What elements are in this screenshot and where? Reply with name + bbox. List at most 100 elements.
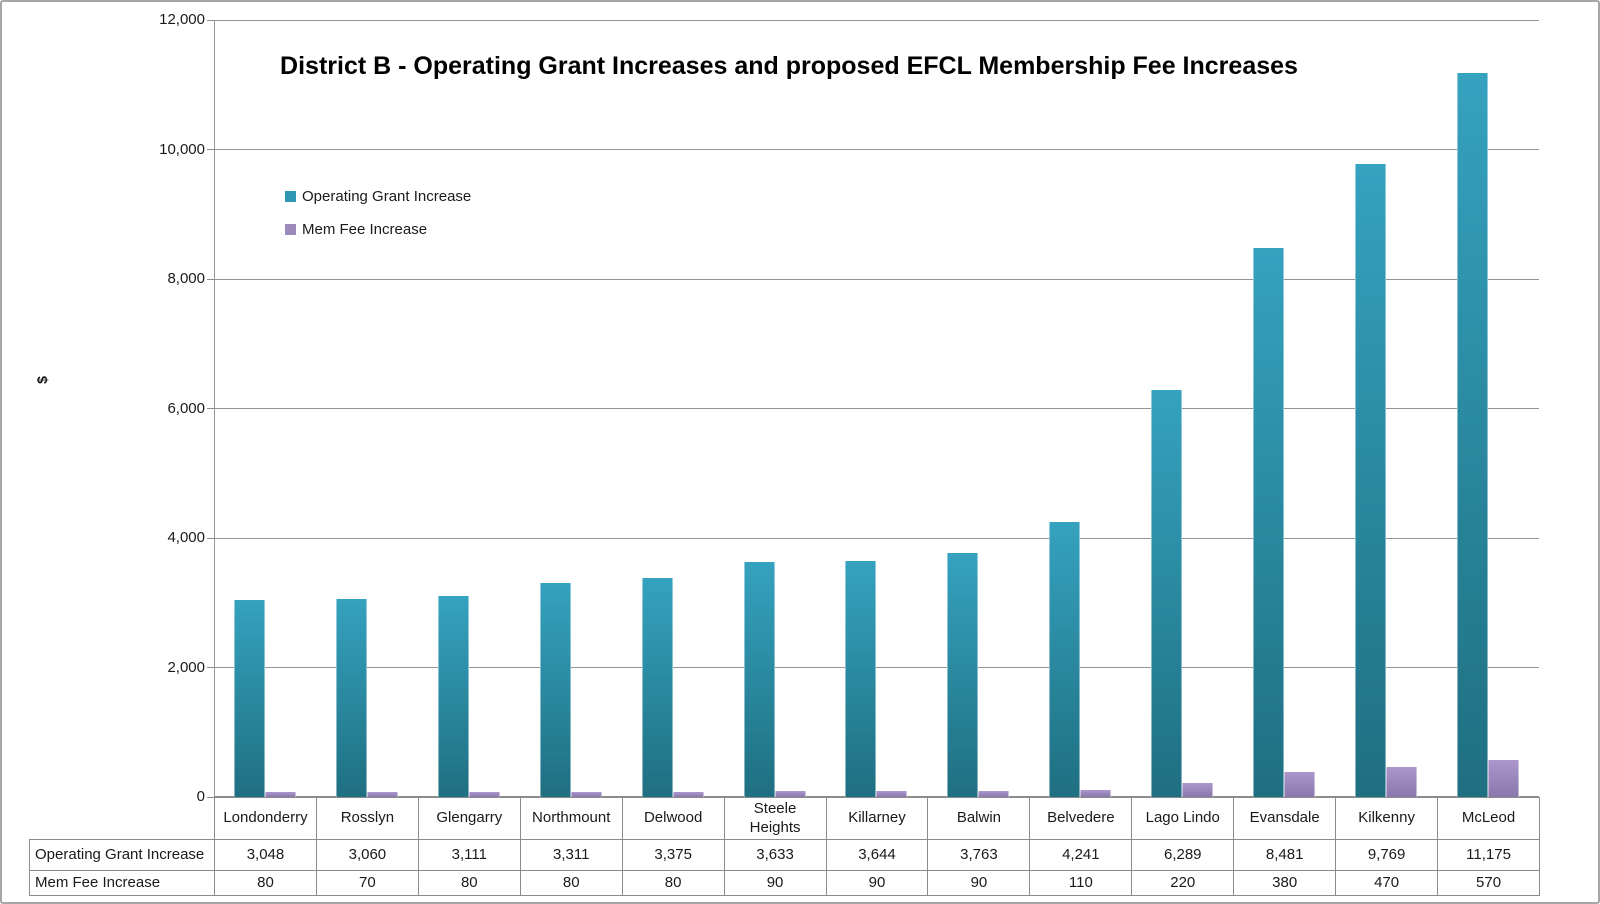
y-axis-tick <box>207 278 214 280</box>
bar-operating-grant-increase <box>641 578 673 797</box>
table-value-cell: 9,769 <box>1335 839 1439 871</box>
bar-operating-grant-increase <box>1151 390 1183 797</box>
y-axis-tick-label: 6,000 <box>167 399 205 417</box>
bar-mem-fee-increase <box>570 792 602 797</box>
table-value-cell: 80 <box>519 870 623 896</box>
table-value-cell: 90 <box>825 870 929 896</box>
bar-group-balwin <box>927 20 1029 797</box>
y-axis-tick <box>207 19 214 21</box>
y-axis-tick <box>207 796 214 798</box>
bar-operating-grant-increase <box>1355 164 1387 797</box>
bar-group-belvedere <box>1029 20 1131 797</box>
table-value-cell: 80 <box>214 870 317 896</box>
bar-mem-fee-increase <box>774 791 806 797</box>
table-row: Operating Grant Increase 3,048 3,060 3,111 3… <box>29 839 1540 871</box>
bar-operating-grant-increase <box>539 583 571 797</box>
table-value-cell: 3,048 <box>214 839 317 871</box>
table-corner-cell <box>30 798 215 840</box>
y-axis-tick-label: 10,000 <box>159 140 205 158</box>
bar-group-northmount <box>520 20 622 797</box>
table-category-header: Kilkenny <box>1335 797 1439 840</box>
gridline <box>214 278 1539 280</box>
legend-item-operating-grant-increase: Operating Grant Increase <box>285 184 471 208</box>
bar-operating-grant-increase <box>335 599 367 797</box>
table-value-cell: 80 <box>417 870 521 896</box>
legend-swatch-icon <box>285 223 296 235</box>
bar-operating-grant-increase <box>743 562 775 797</box>
table-value-cell: 380 <box>1233 870 1337 896</box>
table-category-header: Belvedere <box>1029 797 1133 840</box>
table-category-header: Northmount <box>519 797 623 840</box>
bar-group-londonderry <box>214 20 316 797</box>
table-value-cell: 3,644 <box>825 839 929 871</box>
gridline <box>214 149 1539 150</box>
bar-operating-grant-increase <box>1253 248 1285 797</box>
y-axis-tick <box>207 537 214 539</box>
bar-operating-grant-increase <box>233 600 265 797</box>
y-axis-tick <box>207 408 214 409</box>
bar-group-lago-lindo <box>1131 20 1233 797</box>
table-value-cell: 3,311 <box>519 839 623 871</box>
table-value-cell: 470 <box>1335 870 1439 896</box>
bar-operating-grant-increase <box>1049 522 1081 797</box>
bar-group-delwood <box>622 20 724 797</box>
bar-group-rosslyn <box>316 20 418 797</box>
table-category-header: Londonderry <box>214 797 317 840</box>
bar-group-kilkenny <box>1335 20 1437 797</box>
table-value-cell: 80 <box>621 870 725 896</box>
y-axis-tick-label: 12,000 <box>159 11 205 28</box>
table-value-cell: 3,633 <box>723 839 827 871</box>
bar-operating-grant-increase <box>437 596 469 797</box>
table-category-header: McLeod <box>1437 797 1540 840</box>
bar-group-glengarry <box>418 20 520 797</box>
table-row-label: Operating Grant Increase <box>29 839 215 871</box>
chart-title: District B - Operating Grant Increases a… <box>280 52 1298 80</box>
bar-mem-fee-increase <box>366 792 398 797</box>
y-axis-tick <box>207 149 214 150</box>
table-category-header: Killarney <box>825 797 929 840</box>
bar-group-steele-heights <box>724 20 826 797</box>
bar-operating-grant-increase <box>947 553 979 797</box>
table-value-cell: 110 <box>1029 870 1133 896</box>
table-value-cell: 3,111 <box>417 839 521 871</box>
y-axis-tick-label: 0 <box>196 788 205 805</box>
table-category-header: Evansdale <box>1233 797 1337 840</box>
table-value-cell: 90 <box>723 870 827 896</box>
bar-mem-fee-increase <box>264 792 296 797</box>
bar-operating-grant-increase <box>1457 73 1489 797</box>
table-value-cell: 6,289 <box>1131 839 1235 871</box>
bar-mem-fee-increase <box>1488 760 1520 797</box>
table-value-cell: 8,481 <box>1233 839 1337 871</box>
bar-mem-fee-increase <box>1182 783 1214 797</box>
gridline <box>214 537 1539 539</box>
table-value-cell: 570 <box>1437 870 1540 896</box>
legend-item-mem-fee-increase: Mem Fee Increase <box>285 217 471 241</box>
bar-group-evansdale <box>1233 20 1335 797</box>
y-axis-tick-label: 8,000 <box>167 270 205 287</box>
legend-label: Mem Fee Increase <box>302 220 428 238</box>
table-category-header: Balwin <box>927 797 1031 840</box>
bar-mem-fee-increase <box>672 792 704 797</box>
data-table: Londonderry Rosslyn Glengarry Northmount Del… <box>29 797 1540 896</box>
y-axis-tick <box>207 667 214 668</box>
bar-group-killarney <box>826 20 928 797</box>
bar-operating-grant-increase <box>845 561 877 797</box>
gridline <box>214 19 1539 21</box>
legend-swatch-icon <box>285 190 296 202</box>
bar-mem-fee-increase <box>876 791 908 797</box>
bar-mem-fee-increase <box>468 792 500 797</box>
table-row: Mem Fee Increase 80 70 80 80 80 90 90 90 110 220 38… <box>29 870 1540 896</box>
bar-mem-fee-increase <box>978 791 1010 797</box>
gridline <box>214 408 1539 409</box>
table-value-cell: 220 <box>1131 870 1235 896</box>
table-value-cell: 11,175 <box>1437 839 1540 871</box>
table-value-cell: 3,060 <box>315 839 419 871</box>
table-category-header: Rosslyn <box>315 797 419 840</box>
legend: Operating Grant Increase Mem Fee Increase <box>285 184 471 250</box>
table-value-cell: 3,763 <box>927 839 1031 871</box>
bar-mem-fee-increase <box>1386 767 1418 797</box>
legend-label: Operating Grant Increase <box>302 187 472 205</box>
y-axis-tick-label: 4,000 <box>167 529 205 546</box>
